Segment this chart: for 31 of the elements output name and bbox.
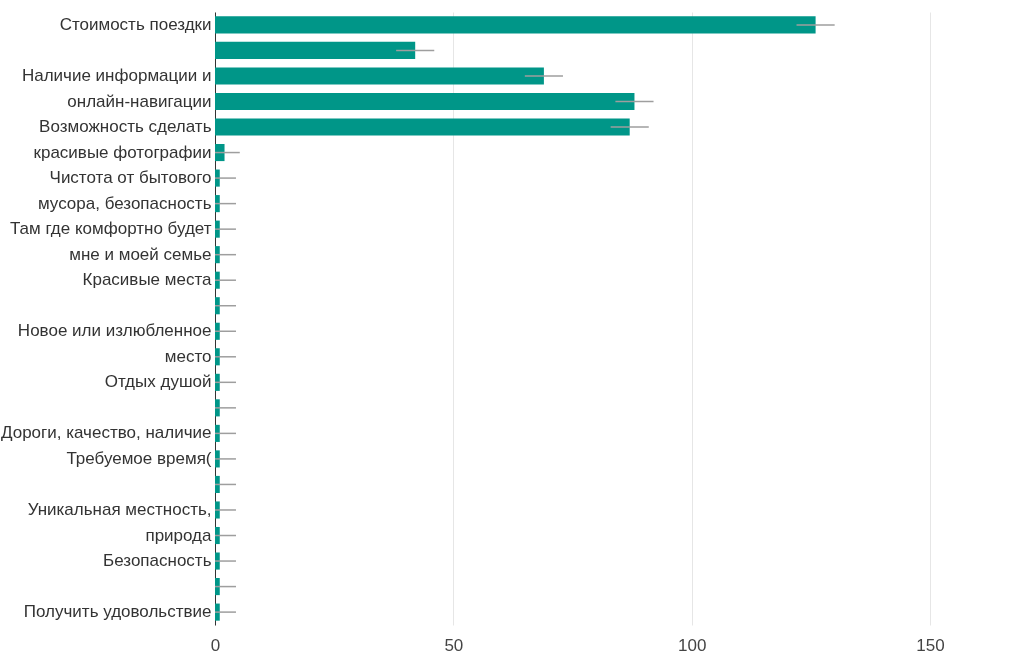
y-tick-label: Красивые места <box>82 270 213 290</box>
bar <box>215 297 220 315</box>
x-tick-label: 0 <box>210 635 221 655</box>
bar <box>215 246 220 264</box>
bar <box>215 373 220 391</box>
y-tick-label: Новое или излюбленное место <box>17 321 212 367</box>
bar <box>215 475 220 493</box>
y-tick-label: Чистота от бытового мусора, безопасность <box>37 168 212 214</box>
bar <box>215 144 225 162</box>
bar <box>215 424 220 442</box>
y-tick-label: Там где комфортно будет мне и моей семье <box>9 219 212 265</box>
bar <box>215 195 220 213</box>
x-tick-label: 150 <box>916 635 945 655</box>
x-tick-label: 100 <box>677 635 707 655</box>
y-tick-label: Уникальная местность, природа <box>27 499 213 545</box>
bar <box>215 578 220 596</box>
bar <box>215 118 630 136</box>
y-tick-label: Получить удовольствие <box>23 602 212 622</box>
bar <box>215 92 635 111</box>
y-tick-label: Дороги, качество, наличие <box>0 423 212 443</box>
y-tick-label: Безопасность <box>103 551 212 571</box>
bar <box>215 67 544 85</box>
bar <box>215 16 816 34</box>
y-tick-label: Требуемое время( <box>66 448 212 468</box>
y-tick-label: Возможность сделать красивые фотографии <box>33 117 212 163</box>
y-tick-label: Наличие информации и онлайн-навигации <box>21 65 212 111</box>
bar <box>215 41 416 59</box>
bar <box>215 322 220 340</box>
y-tick-label: Отдых душой <box>104 372 212 392</box>
y-tick-label: Стоимость поездки <box>59 14 212 34</box>
x-tick-label: 50 <box>444 635 464 655</box>
